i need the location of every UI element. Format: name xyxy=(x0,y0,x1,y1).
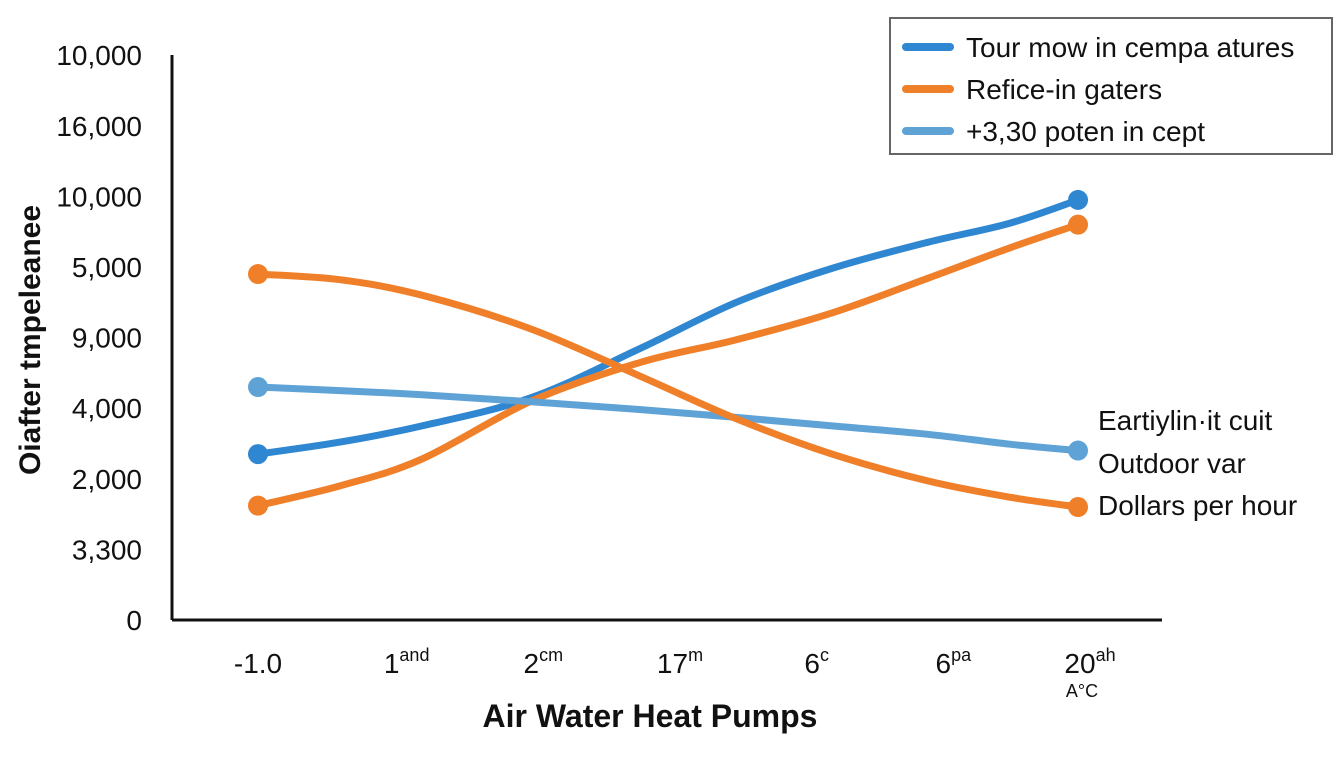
series-line-2 xyxy=(254,383,1082,455)
y-axis-label: Oiafter tmpeleanee xyxy=(14,205,47,475)
legend-label: +3,30 poten in cept xyxy=(966,116,1205,147)
legend: Tour mow in cempa atures Refice-in gaters… xyxy=(889,17,1333,155)
series-point xyxy=(248,444,268,465)
y-tick-label: 3,300 xyxy=(72,534,142,565)
y-tick-label: 10,000 xyxy=(56,181,142,212)
x-tick-label: 1and xyxy=(384,645,430,679)
series-point xyxy=(1068,189,1089,210)
y-tick-label: 5,000 xyxy=(72,252,142,283)
legend-label: Tour mow in cempa atures xyxy=(966,32,1294,63)
x-tick-label: -1.0 xyxy=(234,648,282,679)
series-point xyxy=(248,264,268,285)
x-axis-label: Air Water Heat Pumps xyxy=(483,698,818,734)
x-tick-label: 6pa xyxy=(936,645,973,679)
series-line-1 xyxy=(254,221,1082,510)
series-line-0 xyxy=(254,196,1082,458)
series-point xyxy=(248,377,268,398)
axes xyxy=(170,55,1162,622)
series-line-3 xyxy=(254,270,1082,511)
x-unit-label: A°C xyxy=(1066,681,1098,701)
y-tick-label: 9,000 xyxy=(72,323,142,354)
y-ticks: 0 3,300 2,000 4,000 9,000 5,000 10,000 16,000 10… xyxy=(56,40,142,636)
series-lines xyxy=(254,196,1082,511)
annotations: Eartiylin·it cuit Outdoor var Dollars pe… xyxy=(1098,405,1297,521)
legend-label: Refice-in gaters xyxy=(966,74,1162,105)
y-tick-label: 16,000 xyxy=(56,111,142,142)
series-point xyxy=(248,495,268,516)
x-tick-label: 17m xyxy=(657,645,703,679)
y-tick-label: 10,000 xyxy=(56,40,142,71)
series-point xyxy=(1068,497,1089,518)
annotation-0: Eartiylin·it cuit xyxy=(1098,405,1272,436)
x-ticks: -1.0 1and 2cm 17m 6c 6pa 20ah xyxy=(234,645,1116,679)
series-markers xyxy=(248,189,1089,518)
series-point xyxy=(1068,214,1089,235)
x-tick-label: 20ah xyxy=(1064,645,1115,679)
annotation-2: Dollars per hour xyxy=(1098,490,1297,521)
annotation-1: Outdoor var xyxy=(1098,448,1246,479)
y-tick-label: 4,000 xyxy=(72,393,142,424)
y-tick-label: 0 xyxy=(126,605,142,636)
x-tick-label: 2cm xyxy=(524,645,564,679)
series-point xyxy=(1068,440,1089,461)
y-tick-label: 2,000 xyxy=(72,464,142,495)
legend-box xyxy=(889,17,1333,155)
x-tick-label: 6c xyxy=(804,645,829,679)
